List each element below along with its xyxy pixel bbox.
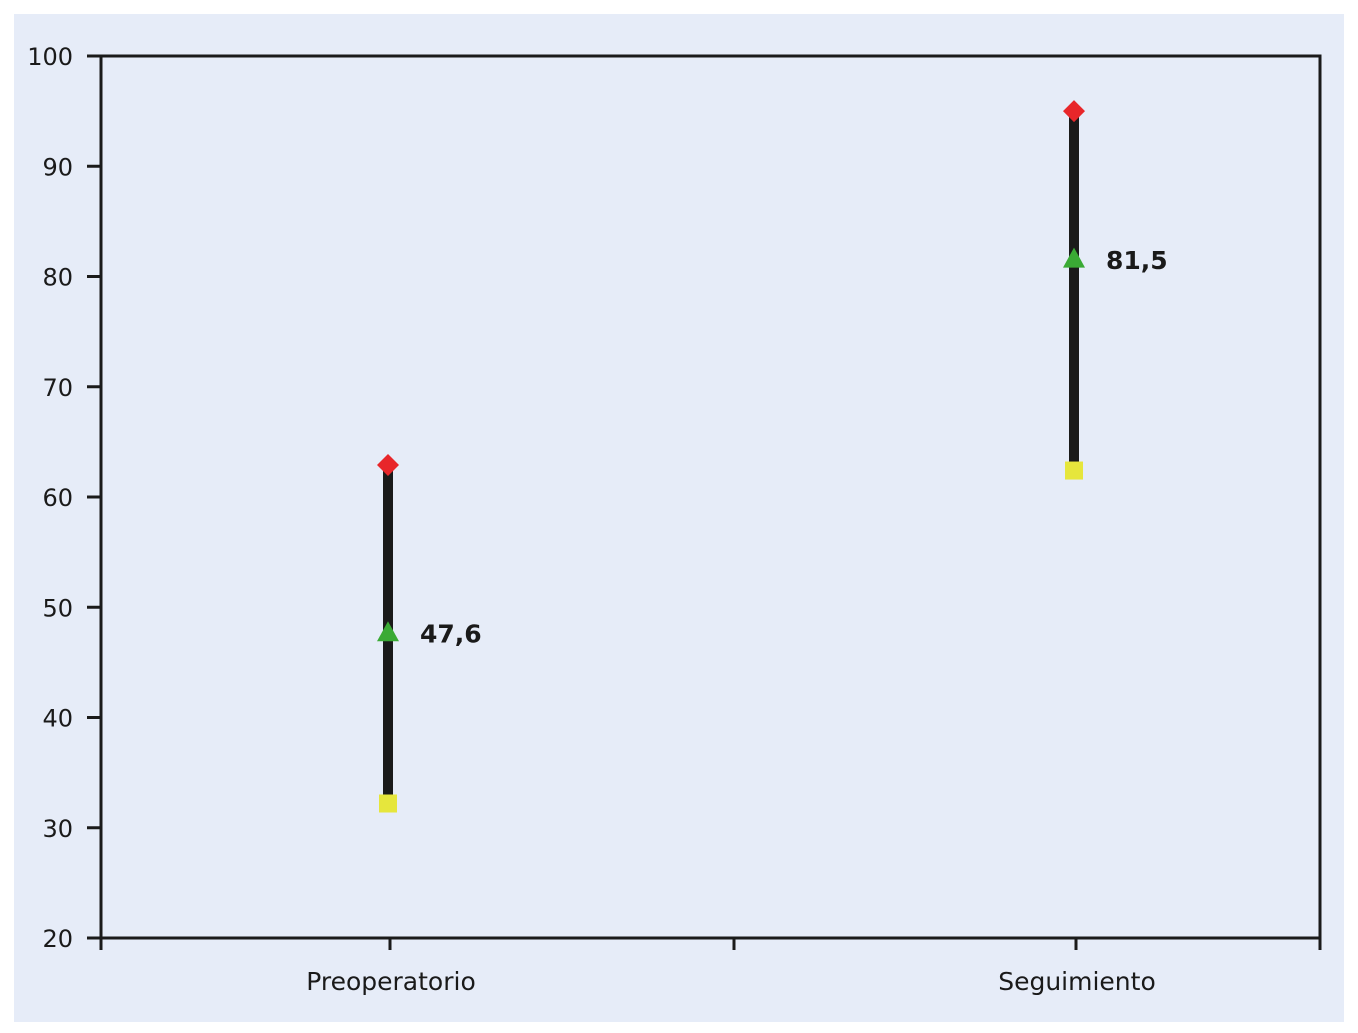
x-category-label-2: Seguimiento bbox=[998, 967, 1156, 996]
high-marker-2 bbox=[1063, 100, 1085, 123]
y-tick-label-60: 60 bbox=[42, 484, 73, 512]
chart-background bbox=[14, 14, 1344, 1022]
y-tick-label-70: 70 bbox=[42, 374, 73, 402]
labels-group: 20 30 40 50 60 70 80 90 100 Preoperatorio Seguimie… bbox=[27, 43, 1168, 996]
y-tick-label-40: 40 bbox=[42, 705, 73, 733]
y-tick-label-100: 100 bbox=[27, 43, 73, 71]
data-label-1: 47,6 bbox=[420, 620, 482, 649]
markers-group bbox=[377, 100, 1085, 813]
data-label-2: 81,5 bbox=[1106, 246, 1168, 275]
y-tick-label-90: 90 bbox=[42, 153, 73, 181]
axes-group bbox=[87, 54, 1322, 950]
high-marker-1 bbox=[377, 454, 399, 477]
y-tick-label-50: 50 bbox=[42, 594, 73, 622]
mean-marker-1 bbox=[377, 621, 399, 642]
x-category-label-1: Preoperatorio bbox=[306, 967, 476, 996]
low-marker-1 bbox=[379, 794, 397, 813]
mean-marker-2 bbox=[1063, 247, 1085, 268]
y-tick-label-20: 20 bbox=[42, 925, 73, 953]
y-tick-label-80: 80 bbox=[42, 264, 73, 292]
low-marker-2 bbox=[1065, 461, 1083, 480]
y-tick-label-30: 30 bbox=[42, 815, 73, 843]
